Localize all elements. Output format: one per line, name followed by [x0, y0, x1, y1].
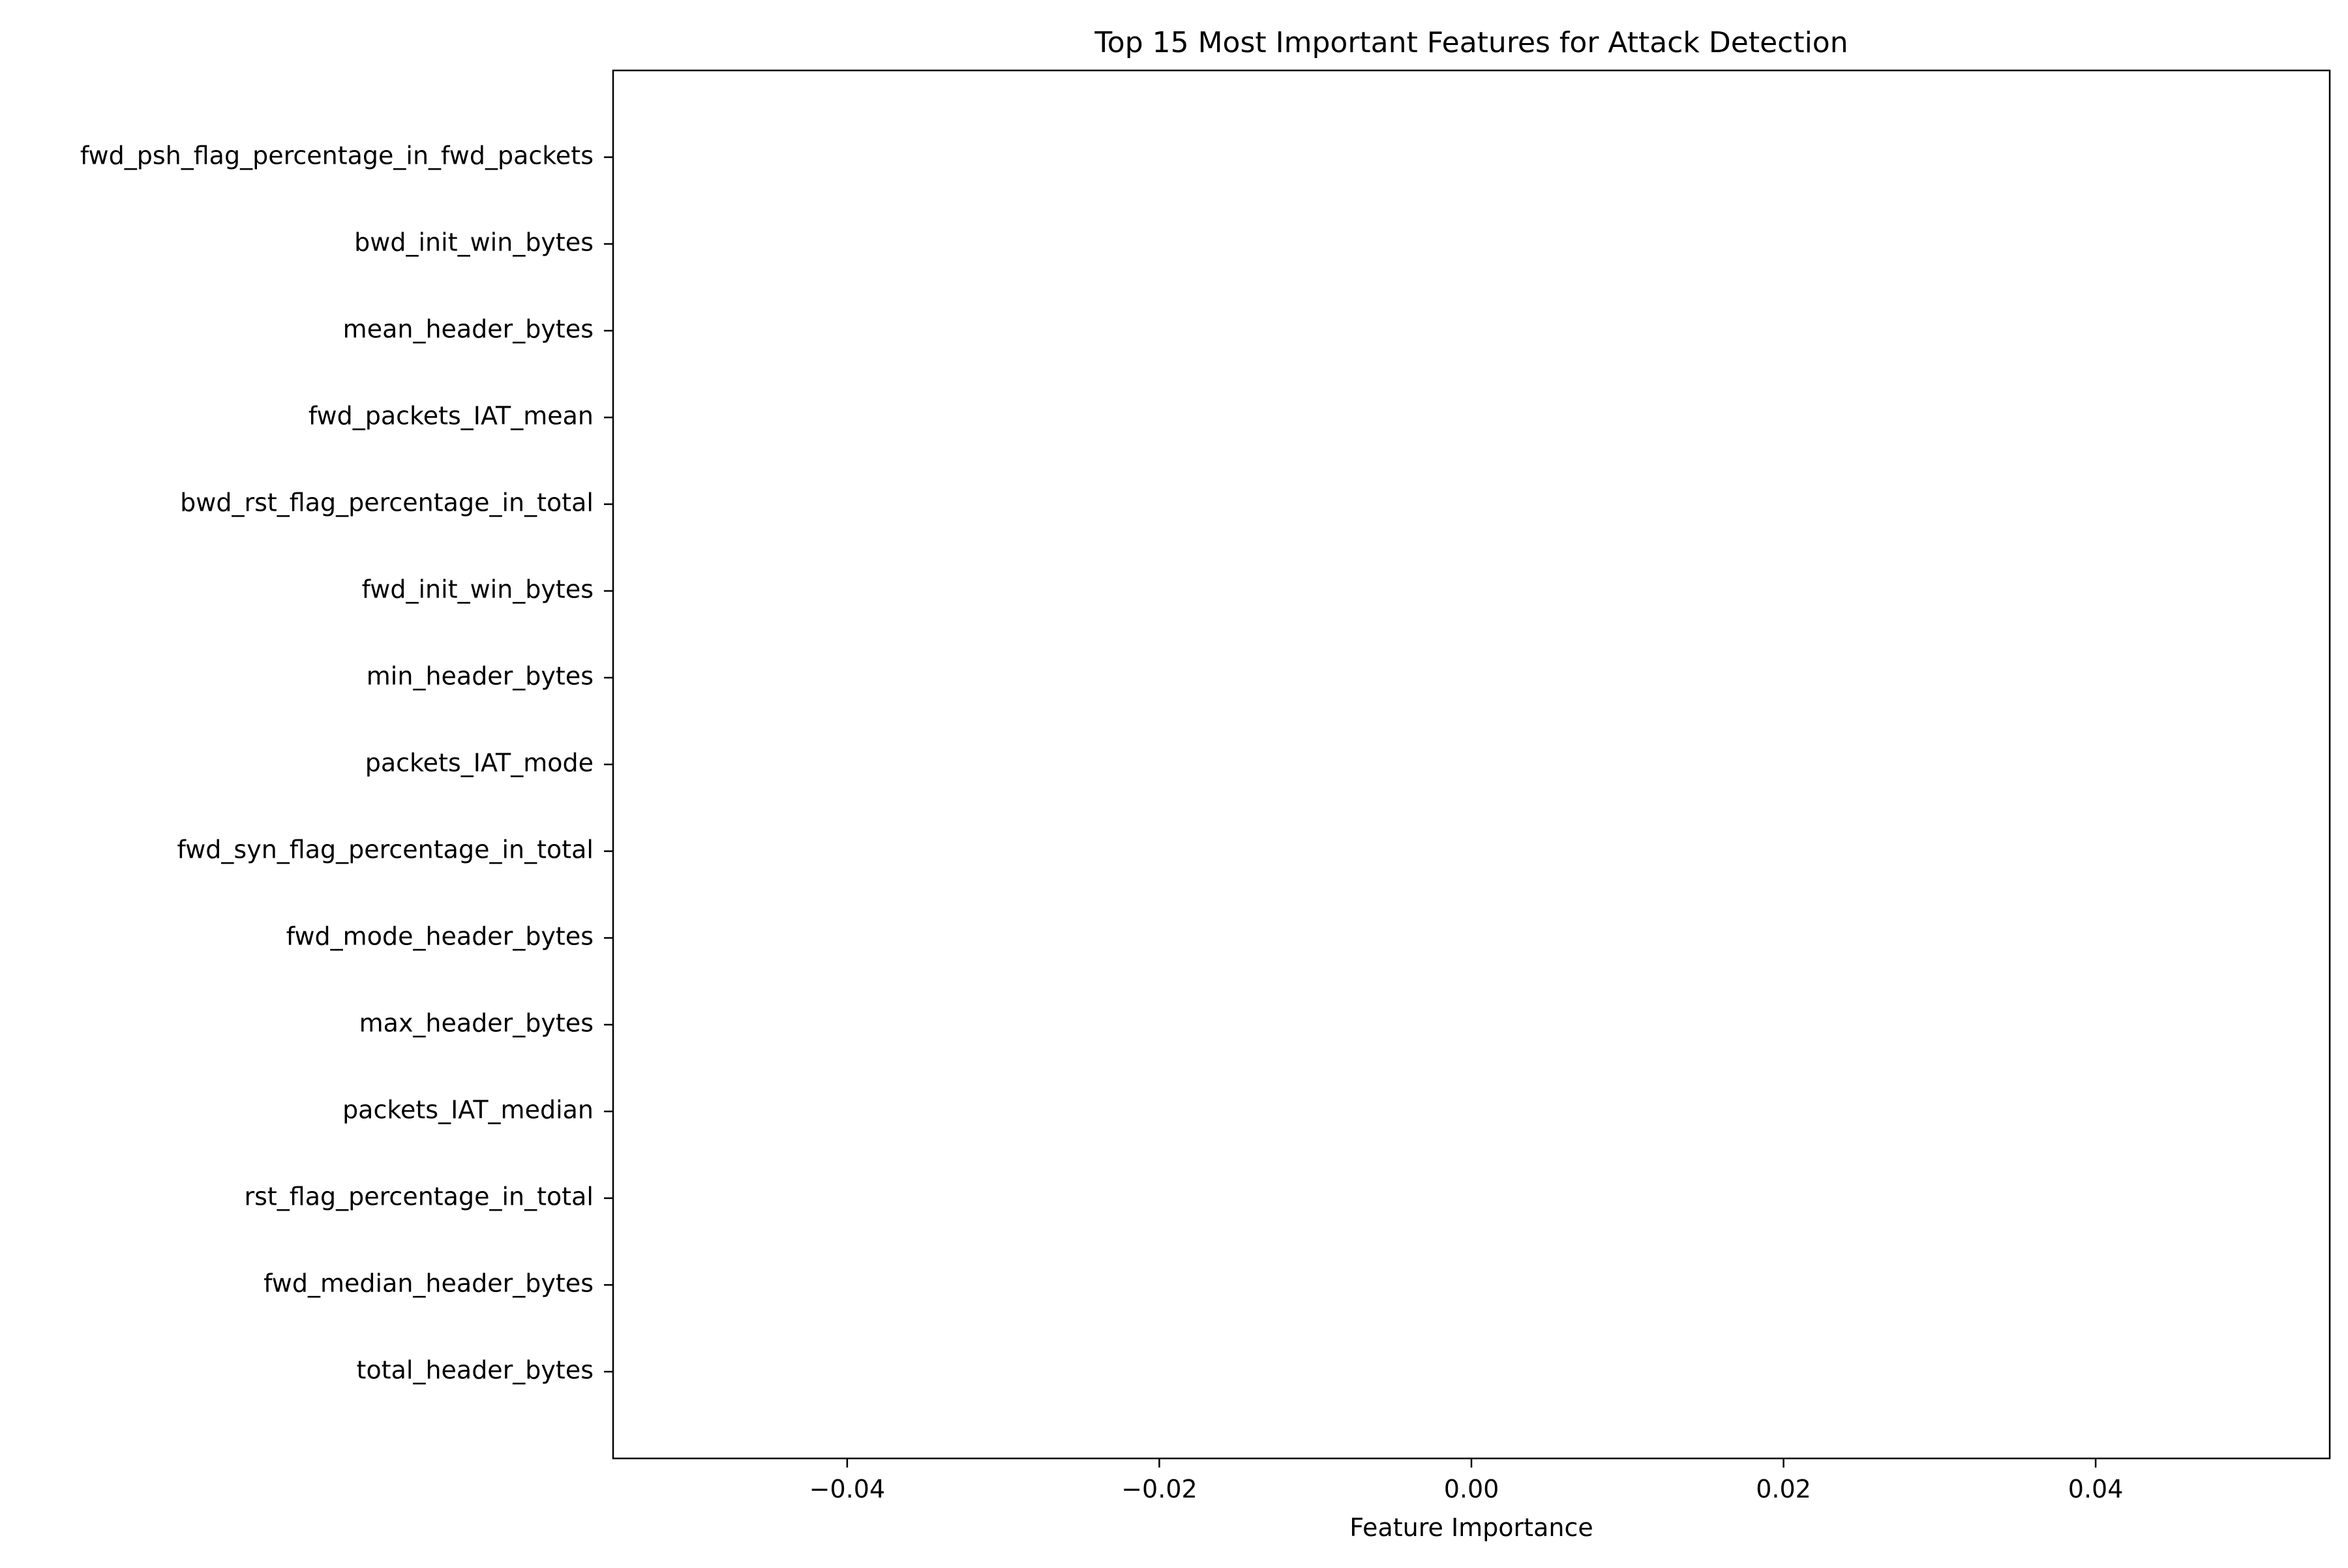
- y-axis: fwd_psh_flag_percentage_in_fwd_packetsbw…: [80, 142, 613, 1385]
- y-tick-label: packets_IAT_mode: [365, 749, 594, 777]
- y-tick-label: fwd_init_win_bytes: [362, 575, 594, 604]
- plot-area-frame: [612, 69, 2331, 1460]
- x-axis: −0.04 −0.02 0.00 0.02 0.04: [809, 1458, 2124, 1503]
- y-tick-label: bwd_rst_flag_percentage_in_total: [180, 489, 594, 517]
- y-tick-label: fwd_psh_flag_percentage_in_fwd_packets: [80, 142, 594, 170]
- y-tick-label: fwd_packets_IAT_mean: [309, 402, 594, 430]
- x-tick-label: 0.00: [1444, 1475, 1499, 1503]
- y-tick-label: fwd_mode_header_bytes: [286, 922, 594, 951]
- x-tick-label: 0.02: [1756, 1475, 1811, 1503]
- y-tick-label: fwd_median_header_bytes: [263, 1269, 594, 1298]
- y-tick-label: rst_flag_percentage_in_total: [244, 1183, 594, 1211]
- y-tick-label: fwd_syn_flag_percentage_in_total: [177, 836, 594, 864]
- y-tick-label: min_header_bytes: [367, 662, 594, 691]
- y-tick-label: packets_IAT_median: [342, 1096, 594, 1124]
- y-tick-label: mean_header_bytes: [343, 315, 594, 344]
- x-axis-label: Feature Importance: [1349, 1513, 1593, 1542]
- x-tick-label: −0.02: [1121, 1475, 1197, 1503]
- y-tick-label: total_header_bytes: [357, 1356, 594, 1385]
- x-tick-label: 0.04: [2068, 1475, 2124, 1503]
- y-tick-label: max_header_bytes: [359, 1009, 594, 1038]
- x-tick-label: −0.04: [809, 1475, 885, 1503]
- y-tick-label: bwd_init_win_bytes: [354, 228, 594, 257]
- chart-title: Top 15 Most Important Features for Attac…: [1094, 26, 1848, 59]
